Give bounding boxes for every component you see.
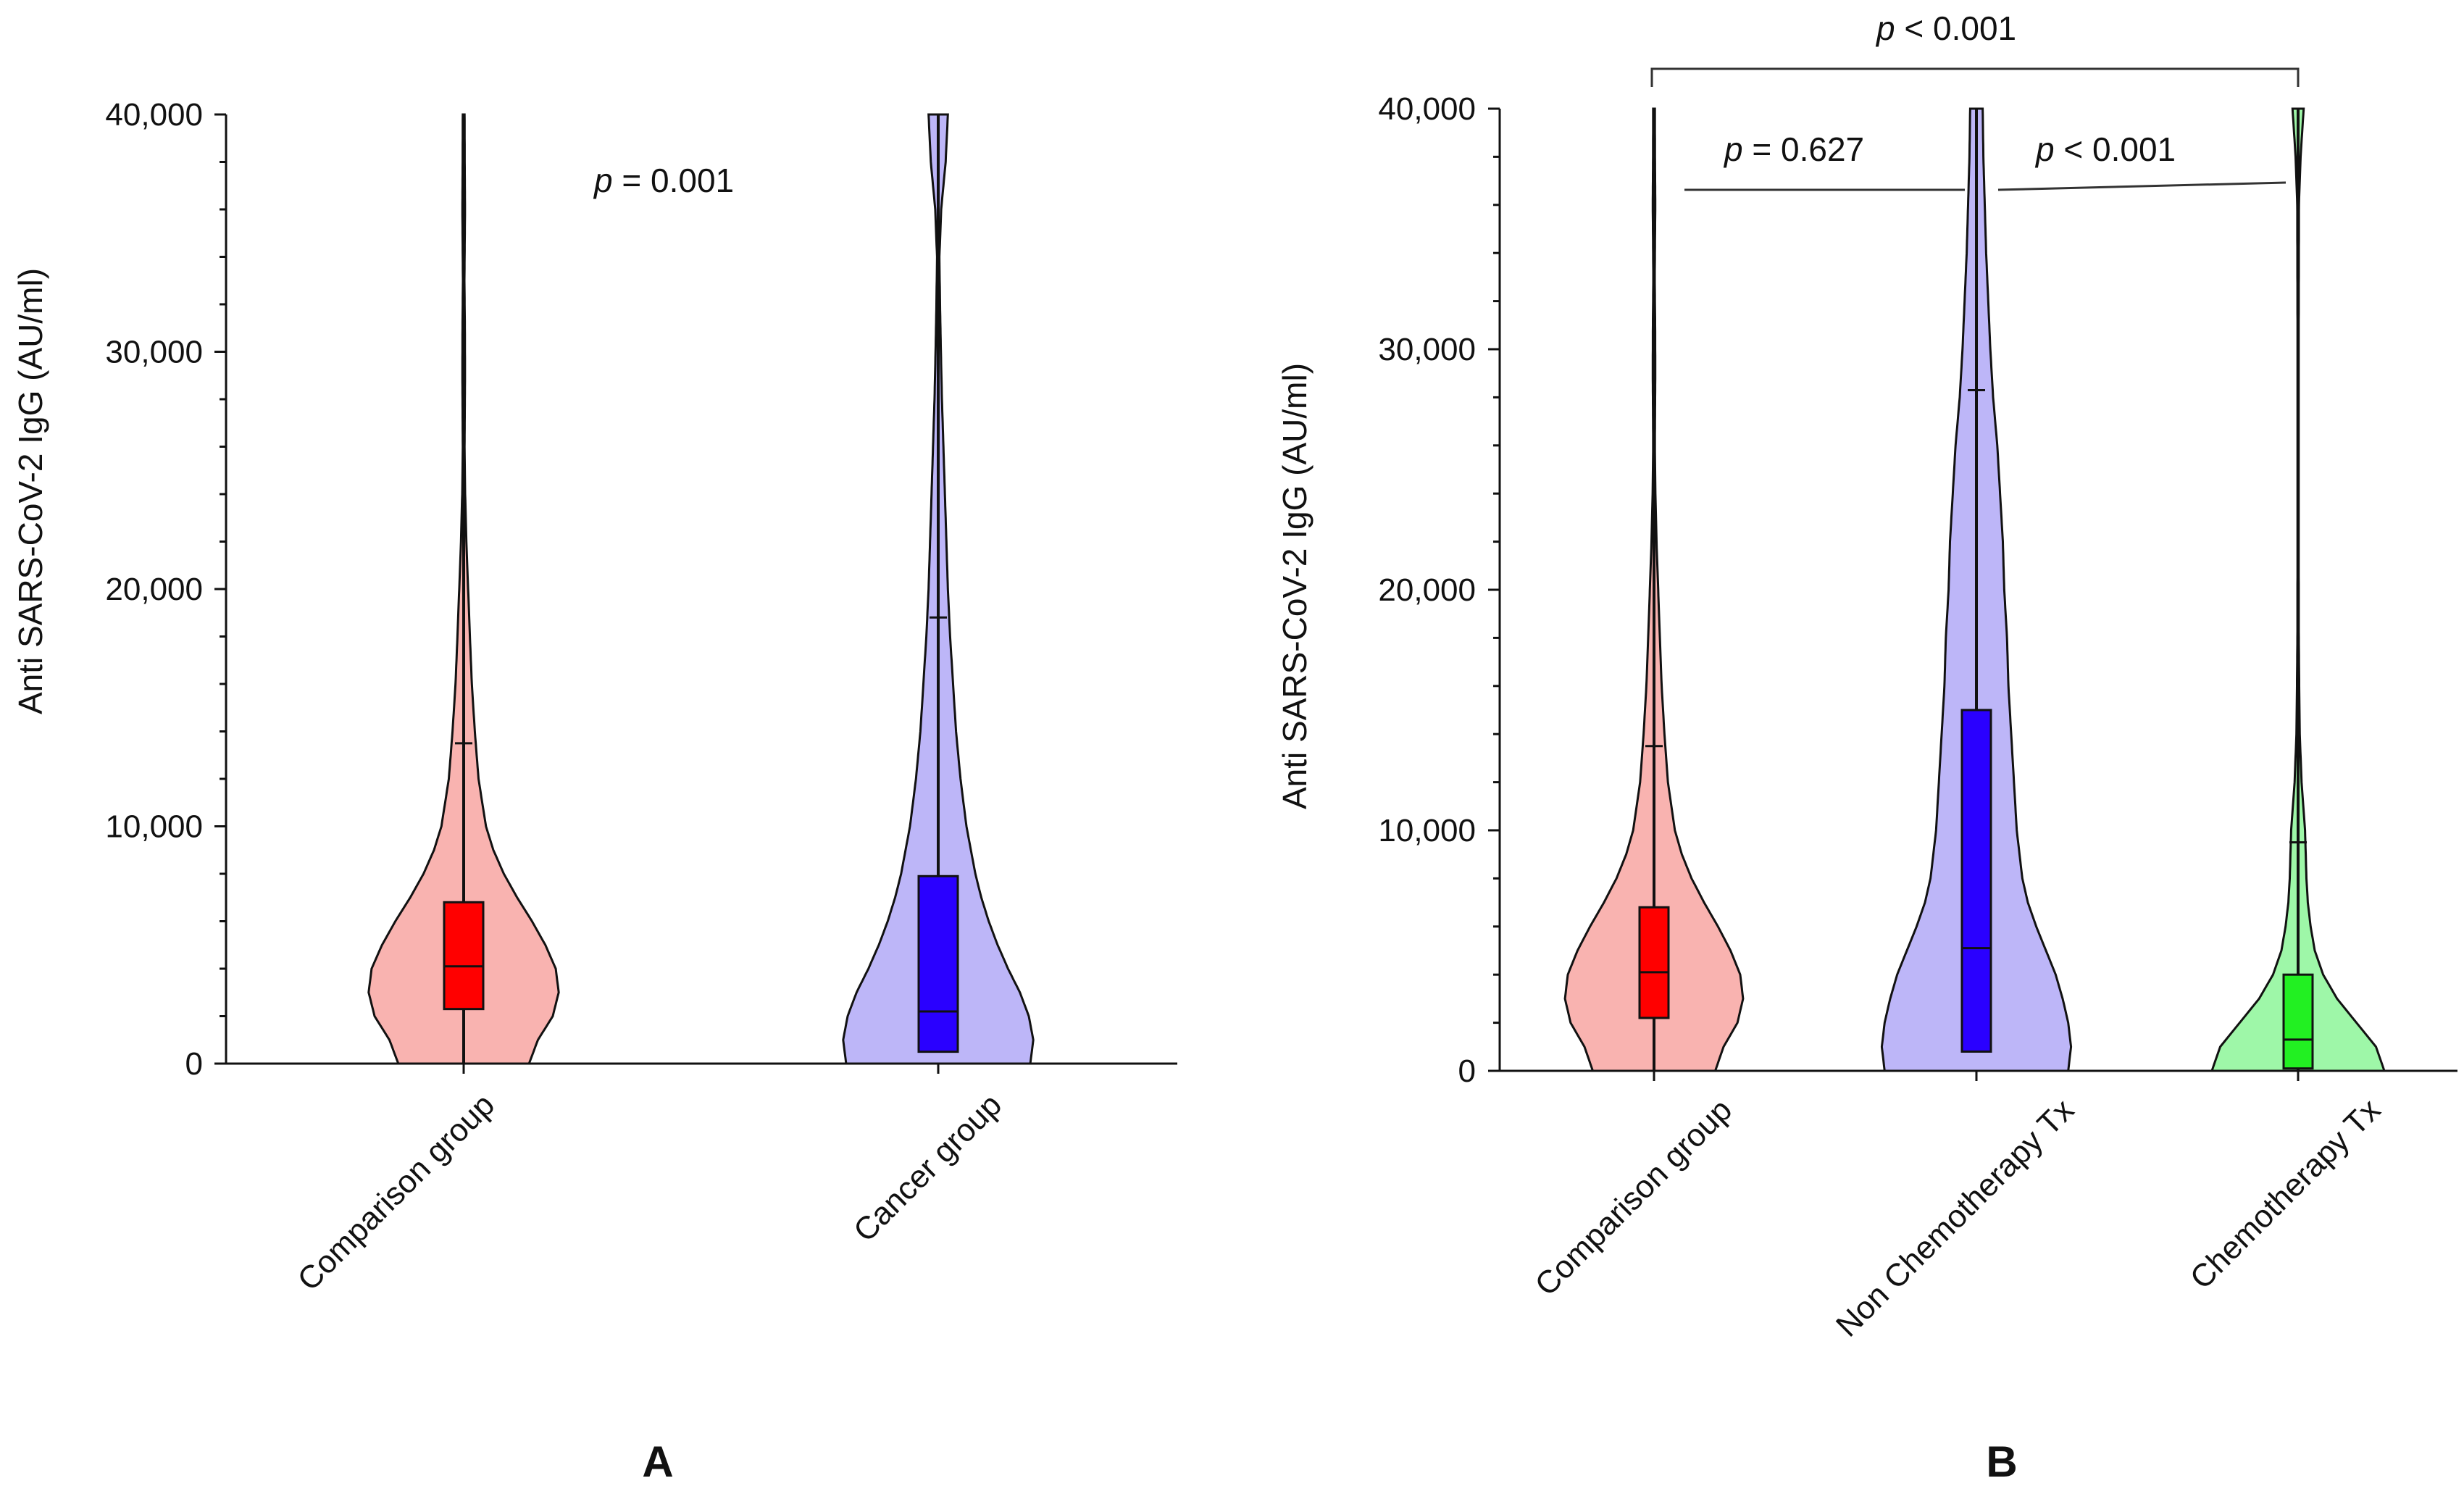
panel-a-label: A xyxy=(642,1437,673,1486)
panel-a-pvalue-text: = 0.001 xyxy=(613,162,735,199)
panel-a-ytick-label: 0 xyxy=(185,1046,203,1082)
panel-b-category-label-0: Comparison group xyxy=(1528,1092,1739,1303)
panel-b-ytick-label: 0 xyxy=(1458,1053,1476,1089)
panel-b-pvalue-overall-text: < 0.001 xyxy=(1895,9,2017,47)
panel-b-category-label-2: Chemotherapy Tx xyxy=(2184,1092,2387,1295)
panel-b-pvalue-left: p = 0.627 xyxy=(1723,130,1864,168)
panel-a-ytick-label: 40,000 xyxy=(105,97,203,133)
panel-a-category-label-1: Cancer group xyxy=(847,1087,1008,1248)
panel-b-ytick-label: 30,000 xyxy=(1378,332,1476,367)
panel-b-pvalue-left-p: p xyxy=(1723,130,1743,168)
panel-b-box-1 xyxy=(1960,709,1992,1053)
panel-a-ylabel: Anti SARS-CoV-2 IgG (AU/ml) xyxy=(12,268,49,714)
panel-b-bracket-right xyxy=(1997,181,2286,191)
panel-b-ylabel: Anti SARS-CoV-2 IgG (AU/ml) xyxy=(1276,363,1314,809)
panel-b-ytick-label: 40,000 xyxy=(1378,91,1476,127)
panel-b-box-2 xyxy=(2282,973,2314,1070)
panel-a-category-label-0: Comparison group xyxy=(291,1087,501,1298)
panel-b-pvalue-overall: p < 0.001 xyxy=(1875,9,2016,47)
panel-a-pvalue: p = 0.001 xyxy=(593,162,734,199)
panel-b-ytick-label: 10,000 xyxy=(1378,813,1476,848)
panel-a-ytick-label: 20,000 xyxy=(105,572,203,607)
panel-b-pvalue-right: p < 0.001 xyxy=(2034,130,2176,168)
panel-a-ytick-label: 10,000 xyxy=(105,809,203,845)
panel-b-pvalue-right-text: < 0.001 xyxy=(2055,130,2176,168)
panel-a: 0 10,000 20,000 30,000 40,000 Anti SARS-CoV-… xyxy=(12,97,1177,1486)
panel-a-violins xyxy=(367,113,1035,1065)
panel-b-pvalue-overall-p: p xyxy=(1875,9,1895,47)
panel-b-ytick-label: 20,000 xyxy=(1378,572,1476,608)
panel-a-axes: 0 10,000 20,000 30,000 40,000 xyxy=(105,97,1177,1082)
panel-a-box-0 xyxy=(443,901,485,1011)
panel-b-category-label-1: Non Chemotherapy Tx xyxy=(1829,1092,2081,1343)
panel-b-label: B xyxy=(1986,1437,2017,1486)
panel-a-ytick-label: 30,000 xyxy=(105,335,203,370)
panel-a-pvalue-p: p xyxy=(593,162,613,199)
panel-b-axes: 0 10,000 20,000 30,000 40,000 xyxy=(1378,91,2457,1089)
panel-b-bracket-overall xyxy=(1650,67,2300,87)
panel-b-violins xyxy=(1563,107,2386,1072)
panel-b-box-0 xyxy=(1638,906,1670,1019)
panel-b-pvalue-right-p: p xyxy=(2034,130,2055,168)
panel-b-pvalue-left-text: = 0.627 xyxy=(1743,130,1865,168)
panel-a-box-1 xyxy=(917,875,959,1053)
panel-b: 0 10,000 20,000 30,000 40,000 Anti SARS-CoV-… xyxy=(1276,9,2457,1486)
